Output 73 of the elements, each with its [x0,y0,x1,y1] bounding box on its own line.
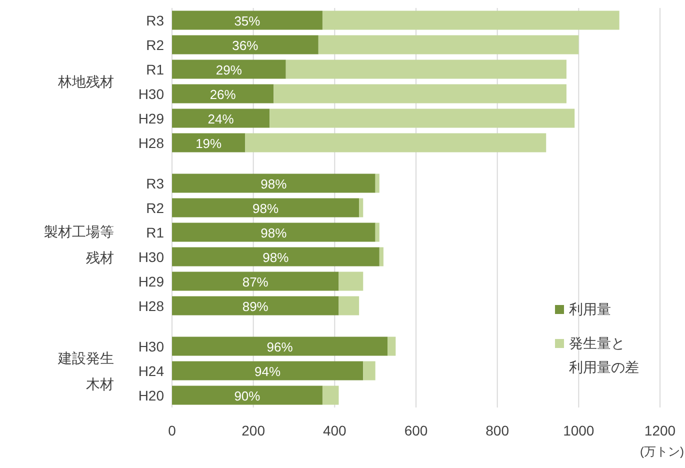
bar [172,133,246,152]
x-tick-label: 0 [168,422,176,438]
annotation: 35% [234,13,261,28]
bar [338,272,364,291]
y-tick-label: H28 [138,298,164,314]
bar [322,386,339,405]
annotation: 94% [254,364,282,379]
bar [172,174,376,193]
x-tick-label: 200 [242,422,266,438]
bar [338,296,360,316]
y-tick-label: H28 [138,134,164,151]
bar [318,35,579,54]
bar [245,133,546,152]
annotation: 98% [262,250,290,265]
bar [172,296,339,316]
annotation: 29% [216,62,242,78]
bar [375,222,380,242]
bar [388,336,396,356]
annotation: 98% [260,225,288,240]
bar [322,10,620,30]
annotation: 26% [210,86,236,102]
annotation: 90% [234,388,261,404]
annotation: 24% [208,111,234,126]
annotation: 96% [266,339,294,354]
legend-label: 利用量 [569,301,611,317]
bar [363,361,376,380]
bar [172,386,322,405]
x-tick-label: 1200 [644,422,676,438]
bar [172,84,274,104]
y-axis-title: 建設発生木材 [57,350,114,392]
y-tick-label: H30 [138,248,164,265]
bar [172,361,364,380]
annotation: 89% [242,298,269,314]
bar [274,84,566,104]
x-axis-title: (万トン) [640,444,684,458]
bar [270,108,575,128]
bar [172,222,376,242]
y-axis-title: 林地残材 [57,74,114,90]
bar [359,198,364,218]
bar [172,198,360,218]
bar [379,247,384,266]
y-tick-label: H20 [138,387,164,404]
x-tick-label: 800 [486,422,510,438]
bar [286,60,566,79]
y-tick-label: H30 [138,338,164,354]
x-tick-label: 1000 [563,422,594,438]
legend-label: 発生量と利用量の差 [569,335,639,375]
annotation: 19% [196,136,222,151]
annotation: 98% [252,200,279,216]
bar [172,10,322,30]
y-tick-label: R3 [146,175,164,192]
x-tick-label: 600 [404,422,428,438]
y-tick-label: H24 [138,362,164,379]
bar [172,336,388,356]
y-tick-label: H29 [138,273,164,290]
y-tick-label: R3 [146,12,164,28]
bar [172,272,339,291]
y-axis-title: 製材工場等残材 [44,224,114,266]
bar [172,247,380,266]
y-tick-label: R2 [146,36,164,53]
x-tick-label: 400 [322,422,347,438]
annotation: 36% [232,38,259,53]
annotation: 87% [242,274,269,290]
bar [172,108,270,128]
y-tick-label: R1 [146,61,164,78]
annotation: 98% [260,176,288,192]
bar [375,174,380,193]
bar [172,60,286,79]
y-tick-label: H29 [138,110,164,126]
y-tick-label: R2 [146,200,164,216]
y-tick-label: H30 [138,86,164,102]
bar [172,35,318,54]
y-tick-label: R1 [146,224,164,240]
